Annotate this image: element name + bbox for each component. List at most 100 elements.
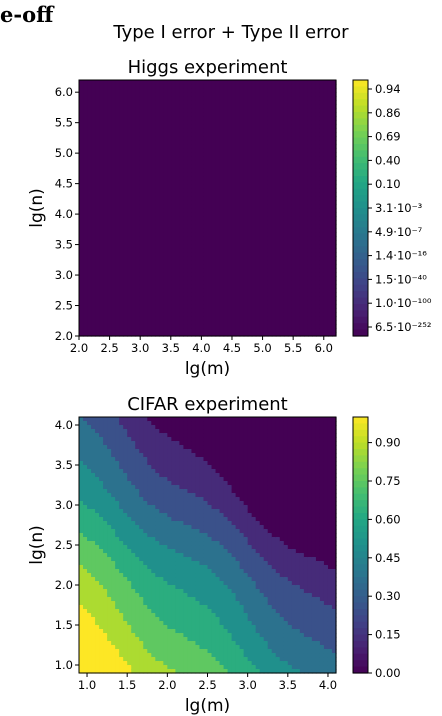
contour-cell (295, 304, 301, 309)
contour-cell (291, 160, 297, 165)
contour-cell (315, 196, 321, 201)
contour-cell (247, 224, 253, 229)
contour-cell (143, 224, 148, 229)
contour-cell (235, 288, 241, 293)
contour-cell (119, 465, 124, 470)
contour-cell (183, 188, 189, 193)
contour-cell (95, 529, 100, 534)
contour-cell (91, 501, 96, 506)
contour-cell (279, 80, 285, 85)
contour-cell (295, 152, 301, 157)
contour-cell (83, 525, 88, 530)
contour-cell (95, 160, 100, 165)
contour-cell (99, 300, 104, 305)
contour-cell (195, 184, 201, 189)
contour-cell (279, 164, 285, 169)
contour-cell (87, 232, 92, 237)
contour-cell (267, 196, 273, 201)
contour-cell (103, 92, 108, 97)
contour-cell (139, 104, 144, 109)
contour-cell (119, 589, 124, 594)
contour-cell (259, 192, 265, 197)
contour-cell (251, 204, 257, 209)
contour-cell (179, 252, 185, 257)
contour-cell (147, 184, 152, 189)
contour-cell (283, 296, 289, 301)
contour-cell (87, 200, 92, 205)
contour-cell (311, 252, 317, 257)
contour-cell (155, 256, 160, 261)
contour-cell (119, 208, 124, 213)
contour-cell (187, 168, 193, 173)
contour-cell (167, 168, 172, 173)
contour-cell (87, 316, 92, 321)
contour-cell (99, 457, 104, 462)
contour-cell (283, 268, 289, 273)
contour-cell (123, 296, 128, 301)
contour-cell (127, 116, 132, 121)
contour-cell (215, 332, 221, 337)
contour-cell (79, 124, 84, 129)
contour-cell (99, 108, 104, 113)
contour-cell (95, 232, 100, 237)
contour-cell (167, 148, 172, 153)
contour-cell (311, 268, 317, 273)
contour-cell (219, 236, 225, 241)
contour-cell (151, 220, 156, 225)
contour-cell (115, 136, 120, 141)
contour-cell (143, 240, 148, 245)
contour-cell (91, 108, 96, 113)
contour-cell (91, 661, 96, 666)
contour-cell (307, 188, 313, 193)
contour-cell (283, 248, 289, 253)
contour-cell (91, 481, 96, 486)
contour-cell (191, 176, 197, 181)
contour-cell (167, 244, 172, 249)
contour-cell (243, 260, 249, 265)
contour-cell (247, 252, 253, 257)
contour-cell (175, 112, 180, 117)
contour-cell (307, 216, 313, 221)
contour-cell (179, 144, 185, 149)
contour-cell (259, 200, 265, 205)
contour-cell (171, 200, 176, 205)
contour-cell (283, 172, 289, 177)
contour-cell (79, 288, 84, 293)
contour-cell (323, 220, 329, 225)
contour-cell (247, 312, 253, 317)
contour-cell (151, 108, 156, 113)
contour-cell (319, 92, 325, 97)
contour-cell (163, 292, 168, 297)
contour-cell (179, 172, 185, 177)
contour-cell (211, 244, 217, 249)
contour-cell (291, 176, 297, 181)
contour-cell (119, 525, 124, 530)
contour-cell (151, 144, 156, 149)
contour-cell (271, 252, 277, 257)
contour-cell (239, 192, 245, 197)
contour-cell (111, 96, 116, 101)
contour-cell (207, 324, 213, 329)
contour-cell (115, 577, 120, 582)
contour-cell (167, 272, 172, 277)
contour-cell (107, 545, 112, 550)
contour-cell (247, 200, 253, 205)
contour-cell (103, 421, 108, 426)
contour-cell (135, 240, 140, 245)
contour-cell (171, 300, 176, 305)
contour-cell (239, 332, 245, 337)
contour-cell (115, 417, 120, 422)
contour-cell (99, 633, 104, 638)
contour-cell (331, 240, 337, 245)
contour-cell (299, 320, 305, 325)
contour-cell (243, 244, 249, 249)
contour-cell (199, 192, 205, 197)
contour-cell (79, 605, 84, 610)
contour-cell (307, 308, 313, 313)
contour-cell (331, 260, 337, 265)
contour-cell (123, 120, 128, 125)
contour-cell (295, 196, 301, 201)
contour-cell (95, 272, 100, 277)
contour-cell (179, 204, 185, 209)
contour-cell (251, 176, 257, 181)
